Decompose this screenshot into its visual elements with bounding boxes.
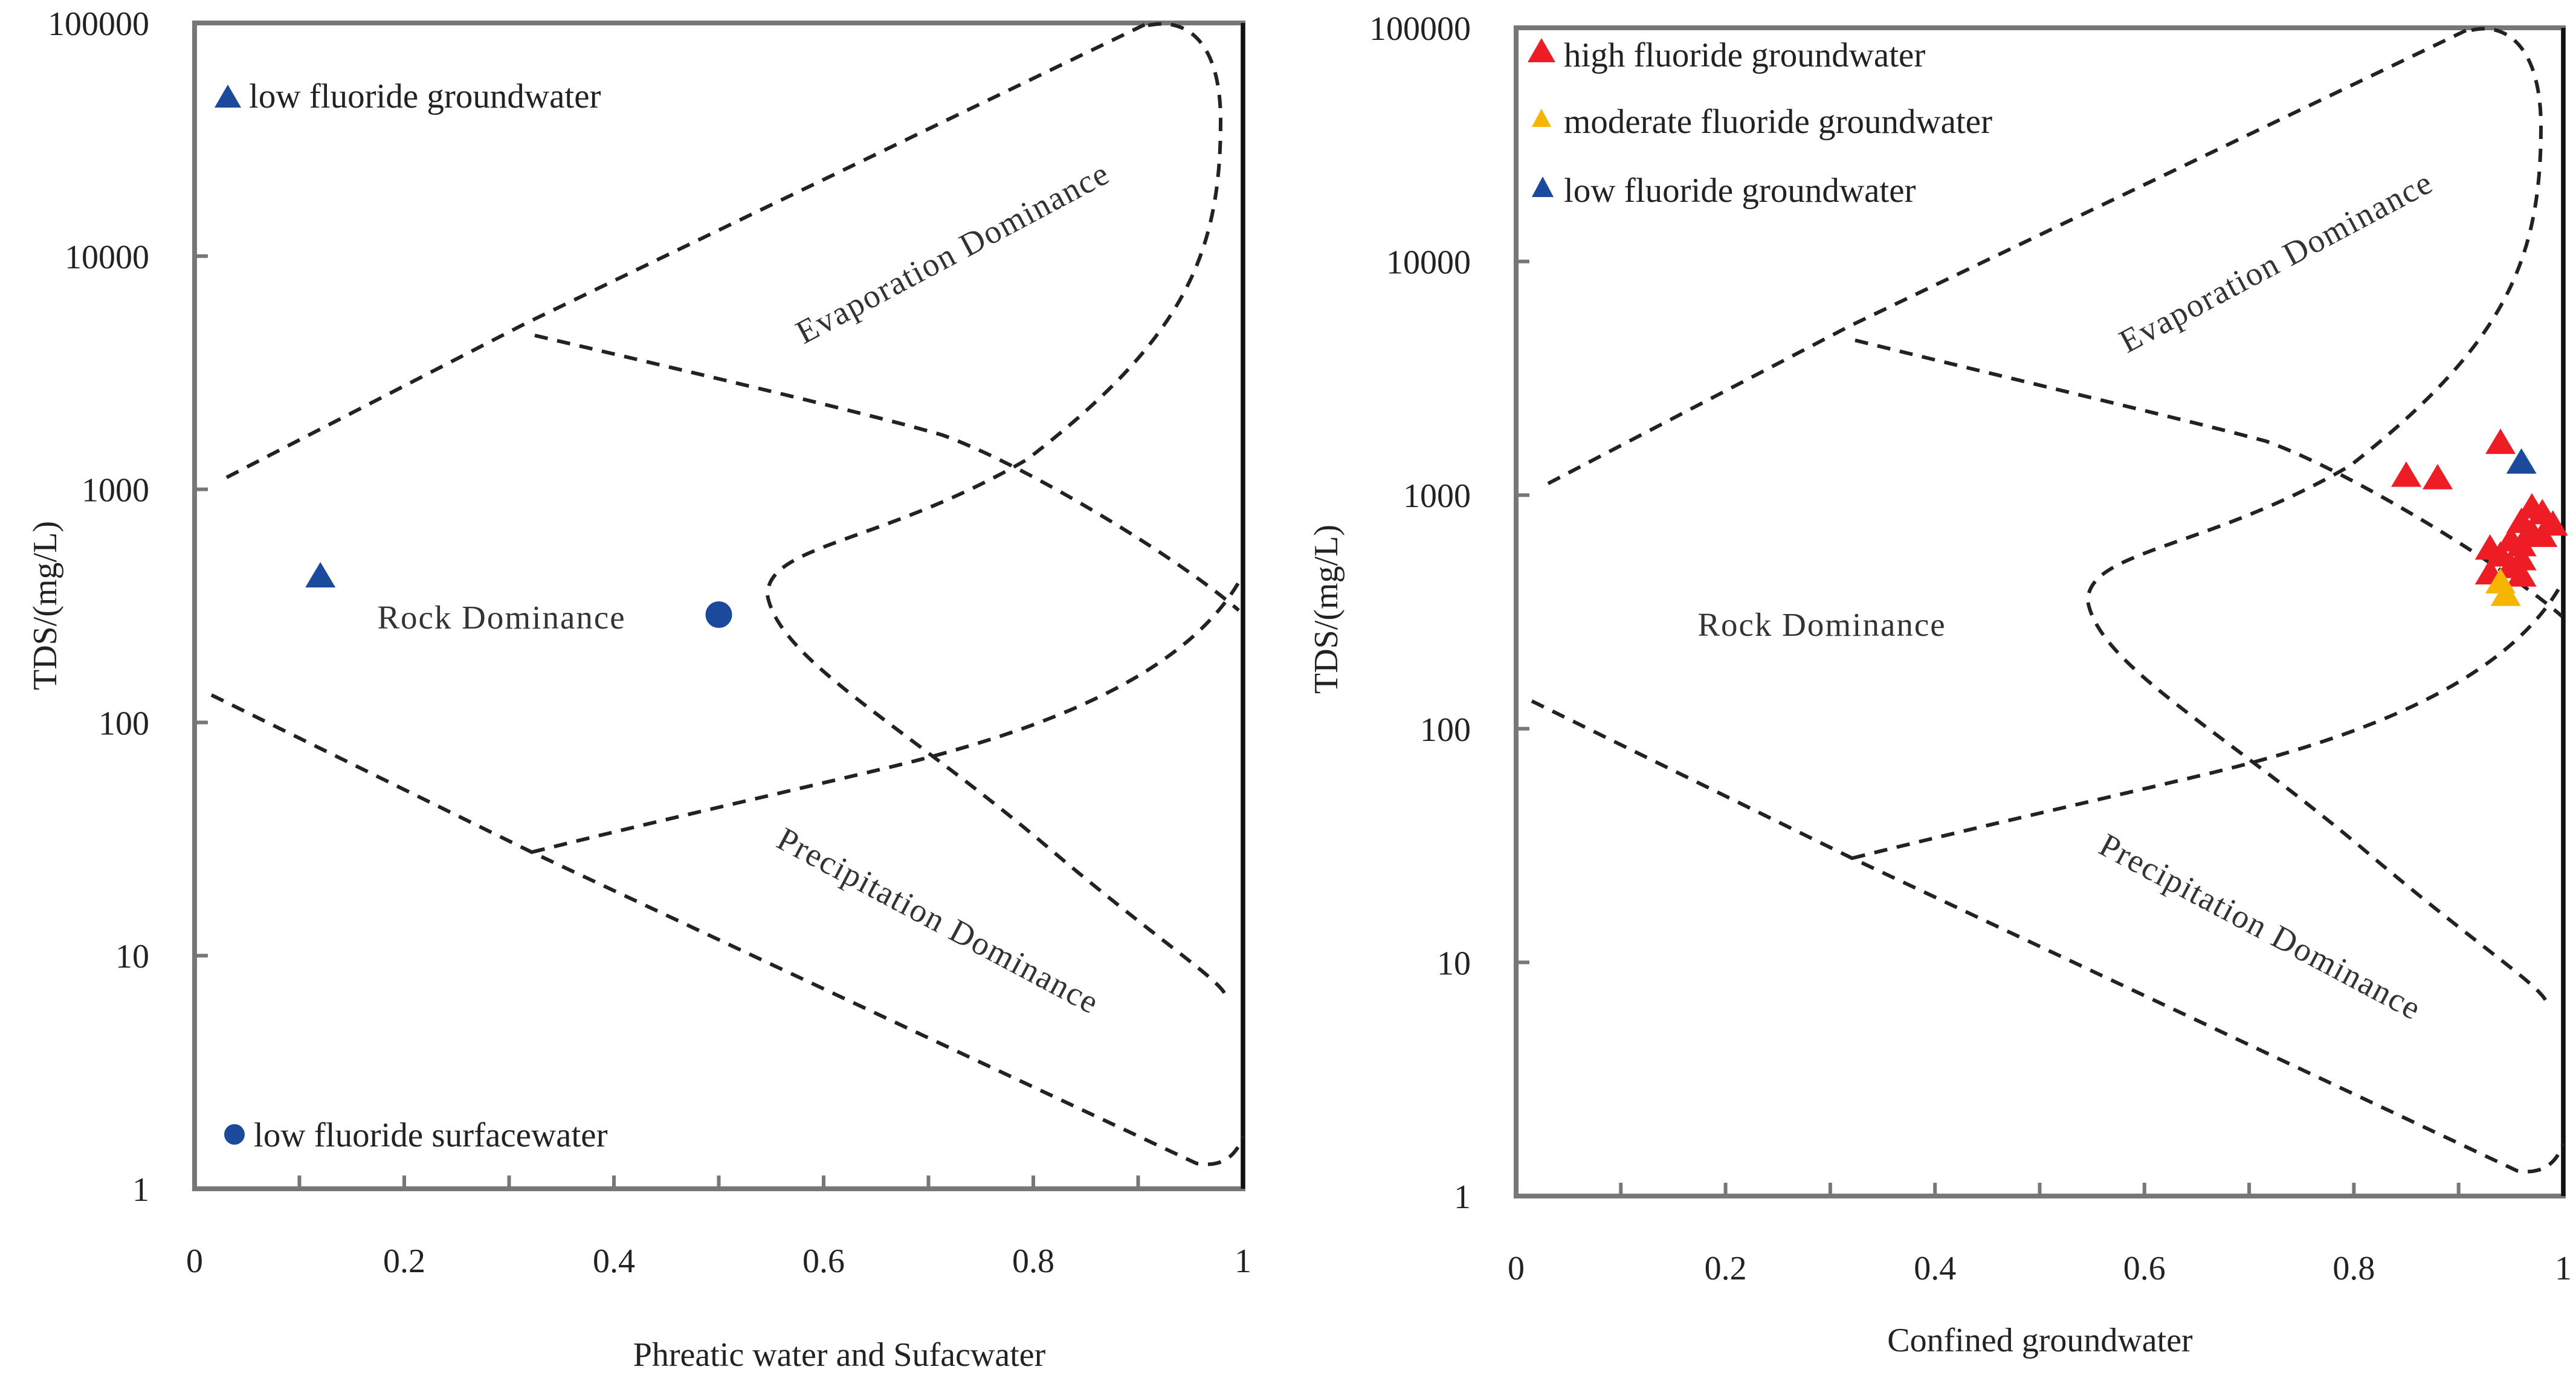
- right-boomerang-boundary: [2085, 27, 2549, 1004]
- right-precipitation-lower-boundary: [1531, 699, 2565, 1174]
- left-rock-label: Rock Dominance: [377, 599, 625, 636]
- right-legend-moderate-label: moderate fluoride groundwater: [1564, 103, 1992, 141]
- left-markers: [305, 562, 732, 629]
- left-precipitation-label: Precipitation Dominance: [771, 820, 1105, 1021]
- legend-triangle-icon: [1532, 109, 1551, 127]
- legend-triangle-icon: [1528, 38, 1555, 62]
- right-y-ticks: 1 10 100 1000 10000 100000: [1369, 10, 1529, 1216]
- data-point: [2391, 461, 2422, 487]
- left-x-ticks: 0 0.2 0.4 0.6 0.8 1: [186, 1175, 1251, 1280]
- left-legend-surfacewater: low fluoride surfacewater: [224, 1116, 608, 1154]
- x-tick-label: 0.2: [383, 1243, 425, 1280]
- y-tick-label: 10000: [1386, 244, 1471, 282]
- y-tick-label: 10000: [65, 239, 149, 276]
- x-tick-label: 0.8: [1012, 1243, 1054, 1280]
- left-legend-groundwater: low fluoride groundwater: [215, 77, 601, 115]
- data-point: [2506, 448, 2537, 474]
- x-tick-label: 0: [186, 1243, 203, 1280]
- left-precipitation-upper-boundary: [531, 579, 1242, 854]
- y-tick-label: 1000: [82, 472, 149, 509]
- right-legend-moderate: moderate fluoride groundwater: [1532, 103, 1992, 141]
- data-point: [2485, 428, 2516, 454]
- right-legend-low: low fluoride groundwater: [1532, 172, 1916, 210]
- left-x-axis-title: Phreatic water and Sufacwater: [633, 1336, 1046, 1374]
- right-y-axis-title: TDS/(mg/L): [1308, 525, 1345, 694]
- left-legend-surfacewater-label: low fluoride surfacewater: [254, 1116, 608, 1154]
- legend-circle-icon: [224, 1124, 245, 1145]
- right-legend-high: high fluoride groundwater: [1528, 36, 1925, 74]
- x-tick-label: 0.8: [2332, 1250, 2375, 1287]
- left-legend-groundwater-label: low fluoride groundwater: [249, 77, 601, 115]
- right-evaporation-upper-boundary: [1547, 26, 2473, 485]
- y-tick-label: 10: [115, 938, 149, 975]
- y-tick-label: 1: [1454, 1179, 1471, 1216]
- y-tick-label: 100000: [1369, 10, 1471, 48]
- right-rock-dominance-boundary: [1855, 338, 2563, 618]
- x-tick-label: 0.4: [593, 1243, 635, 1280]
- x-tick-label: 1: [2555, 1250, 2572, 1287]
- right-x-ticks: 0 0.2 0.4 0.6 0.8 1: [1508, 1183, 2572, 1287]
- legend-triangle-icon: [1532, 176, 1554, 197]
- data-point: [2506, 561, 2537, 587]
- right-precipitation-label: Precipitation Dominance: [2093, 826, 2427, 1027]
- data-point: [2490, 580, 2521, 606]
- right-evaporation-label: Evaporation Dominance: [2113, 163, 2439, 360]
- data-point: [305, 562, 336, 588]
- x-tick-label: 0.6: [802, 1243, 845, 1280]
- data-point: [2527, 521, 2558, 547]
- data-point: [2506, 531, 2537, 557]
- y-tick-label: 1: [132, 1171, 149, 1209]
- x-tick-label: 0.4: [1914, 1250, 1956, 1287]
- left-y-ticks: 1 10 100 1000 10000 100000: [48, 5, 208, 1209]
- data-point: [705, 601, 732, 629]
- x-tick-label: 1: [1235, 1243, 1251, 1280]
- y-tick-label: 10: [1437, 945, 1471, 982]
- right-markers: [2391, 428, 2568, 606]
- right-rock-label: Rock Dominance: [1697, 606, 1946, 643]
- right-precipitation-upper-boundary: [1851, 585, 2562, 860]
- x-tick-label: 0: [1508, 1250, 1525, 1287]
- y-tick-label: 1000: [1403, 477, 1471, 515]
- right-x-axis-title: Confined groundwater: [1887, 1322, 2193, 1359]
- left-evaporation-label: Evaporation Dominance: [790, 154, 1115, 351]
- right-panel: Evaporation Dominance Rock Dominance Pre…: [1308, 10, 2572, 1359]
- y-tick-label: 100: [1420, 711, 1471, 749]
- right-legend-low-label: low fluoride groundwater: [1564, 172, 1916, 210]
- x-tick-label: 0.2: [1705, 1250, 1747, 1287]
- right-legend-high-label: high fluoride groundwater: [1564, 36, 1925, 74]
- x-tick-label: 0.6: [2123, 1250, 2166, 1287]
- legend-triangle-icon: [215, 85, 241, 108]
- left-rock-dominance-boundary: [534, 334, 1240, 612]
- left-y-axis-title: TDS/(mg/L): [27, 521, 64, 690]
- y-tick-label: 100: [98, 705, 149, 742]
- left-precipitation-lower-boundary: [210, 693, 1245, 1166]
- data-point: [2423, 464, 2453, 490]
- y-tick-label: 100000: [48, 5, 149, 43]
- left-boomerang-boundary: [765, 22, 1228, 998]
- left-panel: Evaporation Dominance Rock Dominance Pre…: [27, 5, 1251, 1374]
